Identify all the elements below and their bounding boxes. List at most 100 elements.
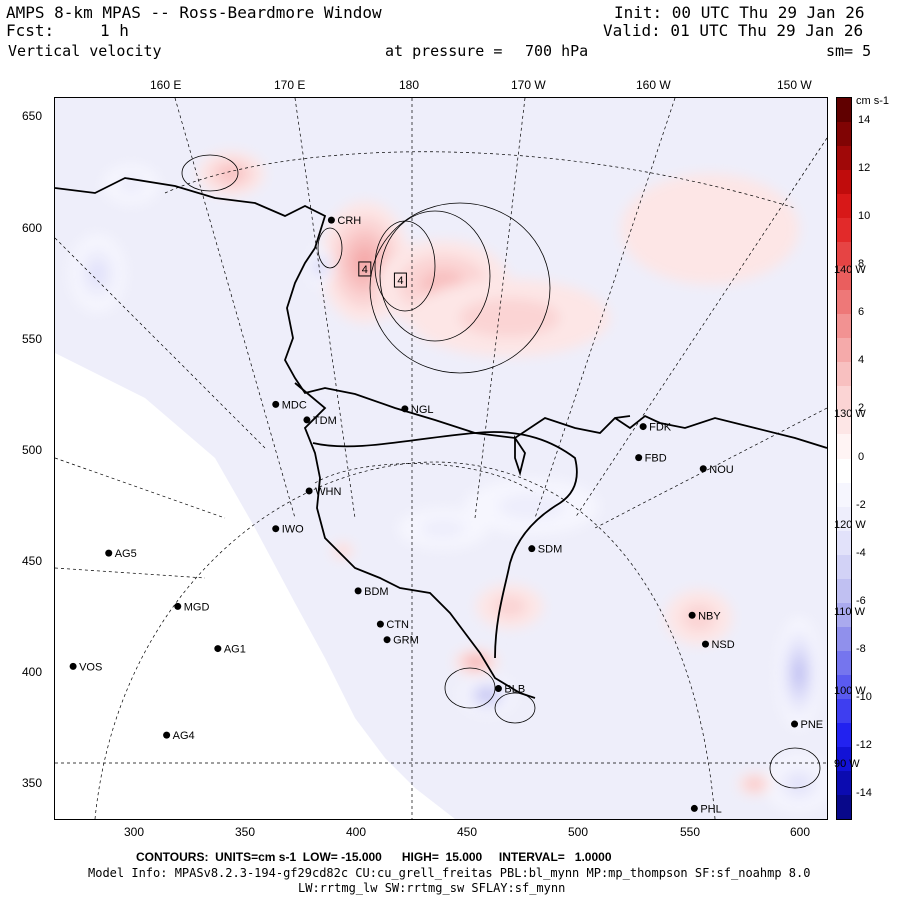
left-tick: 600 <box>22 221 43 235</box>
meridian <box>55 237 266 449</box>
pressure-label: at pressure = <box>385 42 503 60</box>
graticule <box>55 98 827 819</box>
left-tick: 350 <box>22 776 43 790</box>
station-label: CRH <box>337 215 361 227</box>
latitude-circle <box>314 463 536 494</box>
bottom-tick: 300 <box>124 825 145 839</box>
station-label: TDM <box>313 415 337 427</box>
chart-title: AMPS 8-km MPAS -- Ross-Beardmore Window <box>6 3 382 22</box>
model-info: Model Info: MPASv8.2.3-194-gf29cd82c CU:… <box>88 866 811 880</box>
station-dot <box>639 423 647 431</box>
colorbar-label: -10 <box>856 690 872 703</box>
station-label: PNE <box>801 719 824 731</box>
colorbar-label: -12 <box>856 738 872 751</box>
coastline <box>55 177 827 699</box>
meridian <box>474 98 526 519</box>
no-data-region <box>55 353 455 819</box>
left-tick: 650 <box>22 109 43 123</box>
station-vos: VOS <box>69 661 102 673</box>
station-pne: PNE <box>791 719 823 731</box>
station-label: FBD <box>645 453 667 465</box>
colorbar-label: -6 <box>856 594 866 607</box>
colorbar-cell <box>837 626 851 652</box>
contour <box>769 747 821 789</box>
field-blob <box>620 173 799 285</box>
contours-info: CONTOURS: UNITS=cm s-1 LOW= -15.000 HIGH… <box>136 850 612 864</box>
station-ag5: AG5 <box>105 548 137 560</box>
colorbar-cell <box>837 650 851 676</box>
station-nsd: NSD <box>701 639 735 651</box>
colorbar-label: 2 <box>858 402 865 415</box>
left-tick: 550 <box>22 332 43 346</box>
station-label: PHL <box>700 803 721 815</box>
island-outline <box>514 435 526 477</box>
station-dot <box>305 487 313 495</box>
station-label: VOS <box>79 661 102 673</box>
extremum-box <box>358 261 372 277</box>
colorbar-units: cm s-1 <box>856 95 889 107</box>
station-label: GRM <box>393 635 419 647</box>
colorbar-cell <box>837 146 851 171</box>
colorbar-cell <box>837 338 851 363</box>
smoothing-value: sm= 5 <box>826 42 872 60</box>
colorbar-cell <box>837 578 851 604</box>
ice-shelf-edge <box>312 431 578 659</box>
bottom-tick: 350 <box>235 825 256 839</box>
colorbar-cell <box>837 458 851 484</box>
left-tick: 400 <box>22 665 43 679</box>
field-blob <box>470 658 482 666</box>
station-label: MDC <box>282 399 307 411</box>
colorbar-cell <box>837 98 851 123</box>
meridian <box>594 407 827 529</box>
forecast-label: Fcst: <box>6 21 55 40</box>
field-blob <box>316 261 324 272</box>
station-label: FDK <box>649 422 672 434</box>
station-dot <box>376 620 384 628</box>
station-sdm: SDM <box>528 544 562 556</box>
contour <box>181 154 239 192</box>
colorbar-cell <box>837 266 851 291</box>
extrema-layer: 44 <box>358 261 407 288</box>
station-label: NBY <box>698 610 721 622</box>
station-label: SDM <box>538 544 562 556</box>
contour <box>317 227 343 269</box>
station-ag1: AG1 <box>214 644 246 656</box>
extremum-label: 4 <box>362 264 368 276</box>
field-blob <box>748 780 761 788</box>
station-label: AG4 <box>173 730 195 742</box>
coastline-path <box>294 382 536 699</box>
field-name: Vertical velocity <box>8 42 162 60</box>
colorbar-cell <box>837 122 851 147</box>
colorbar-cell <box>837 602 851 628</box>
station-layer: MDC TDM NGL FDK FBD NOU WHN IWO AG5 SDM BDM MGD NBY C… <box>69 215 823 815</box>
colorbar-cell <box>837 386 851 411</box>
station-label: NSD <box>711 639 734 651</box>
top-tick: 180 <box>399 78 420 92</box>
left-tick: 500 <box>22 443 43 457</box>
field-blob <box>459 298 560 338</box>
station-dot <box>105 549 113 557</box>
field-blob <box>794 661 804 685</box>
station-dot <box>214 645 222 653</box>
station-dot <box>635 454 643 462</box>
station-fdk: FDK <box>639 422 672 434</box>
colorbar-label: -4 <box>856 546 866 559</box>
forecast-value: 1 h <box>100 21 129 40</box>
colorbar-label: 8 <box>858 258 865 271</box>
station-nou: NOU <box>699 464 734 476</box>
pressure-value: 700 hPa <box>525 42 589 60</box>
left-tick: 450 <box>22 554 43 568</box>
station-dot <box>163 731 171 739</box>
station-label: AG5 <box>115 548 137 560</box>
station-dot <box>401 405 409 413</box>
colorbar-cell <box>837 242 851 267</box>
station-dot <box>354 587 362 595</box>
contour-lines <box>181 154 821 789</box>
init-time: Init: 00 UTC Thu 29 Jan 26 <box>614 3 865 22</box>
valid-time: Valid: 01 UTC Thu 29 Jan 26 <box>603 21 864 40</box>
meridian-label: 140 W <box>834 264 866 276</box>
station-dot <box>327 216 335 224</box>
colorbar-label: 4 <box>858 354 865 367</box>
bottom-tick: 450 <box>457 825 478 839</box>
colorbar-label: 10 <box>858 210 871 223</box>
